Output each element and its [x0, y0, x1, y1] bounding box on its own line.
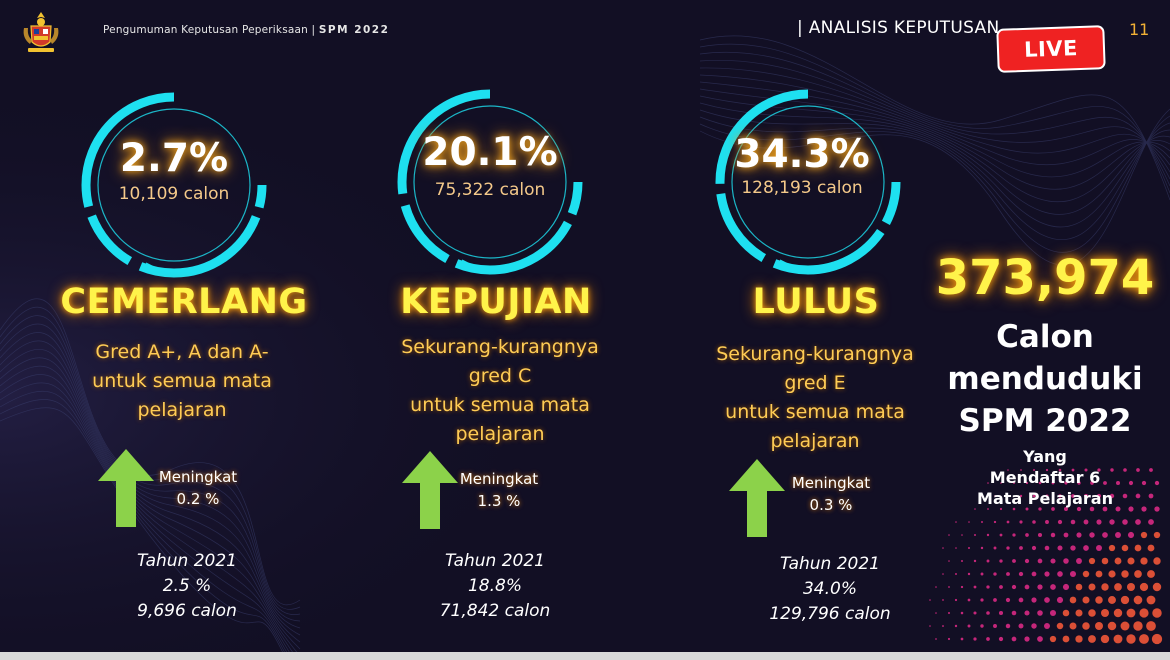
ring-icon [397, 89, 583, 275]
total-note: Yang Mendaftar 6 Mata Pelajaran [977, 447, 1113, 508]
stat-category: LULUS [752, 282, 880, 322]
previous-year-stats: Tahun 2021 34.0% 129,796 calon [769, 554, 891, 624]
ring-icon [81, 92, 267, 278]
stat-category: CEMERLANG [60, 282, 308, 322]
crest-logo-icon [23, 12, 59, 52]
ring-icon [715, 89, 901, 275]
total-label: Calon menduduki SPM 2022 [947, 319, 1143, 439]
bottom-bar [0, 652, 1170, 660]
total-candidates: 373,974 [935, 250, 1155, 306]
stat-candidates: 128,193 calon [741, 178, 863, 198]
live-badge: LIVE [996, 25, 1106, 73]
trend-indicator: Meningkat 1.3 % [459, 470, 539, 510]
trend-indicator: Meningkat 0.2 % [158, 468, 238, 508]
stat-percent: 2.7% [119, 136, 229, 181]
stat-candidates: 75,322 calon [434, 180, 546, 200]
page-number: 11 [1129, 20, 1150, 39]
previous-year-stats: Tahun 2021 2.5 % 9,696 calon [136, 551, 237, 621]
stat-percent: 20.1% [422, 130, 558, 175]
stat-percent: 34.3% [734, 132, 870, 177]
stat-description: Gred A+, A dan A-untuk semua mata pelajar… [92, 341, 272, 421]
arrow-up-icon [402, 451, 458, 529]
previous-year-stats: Tahun 2021 18.8% 71,842 calon [439, 551, 551, 621]
section-label: | ANALISIS KEPUTUSAN [797, 18, 1000, 38]
arrow-up-icon [98, 449, 154, 527]
header-title: Pengumuman Keputusan Peperiksaan | SPM 2… [103, 24, 390, 36]
stat-candidates: 10,109 calon [118, 184, 230, 204]
arrow-up-icon [729, 459, 785, 537]
trend-indicator: Meningkat 0.3 % [791, 474, 871, 514]
stat-category: KEPUJIAN [400, 282, 592, 322]
